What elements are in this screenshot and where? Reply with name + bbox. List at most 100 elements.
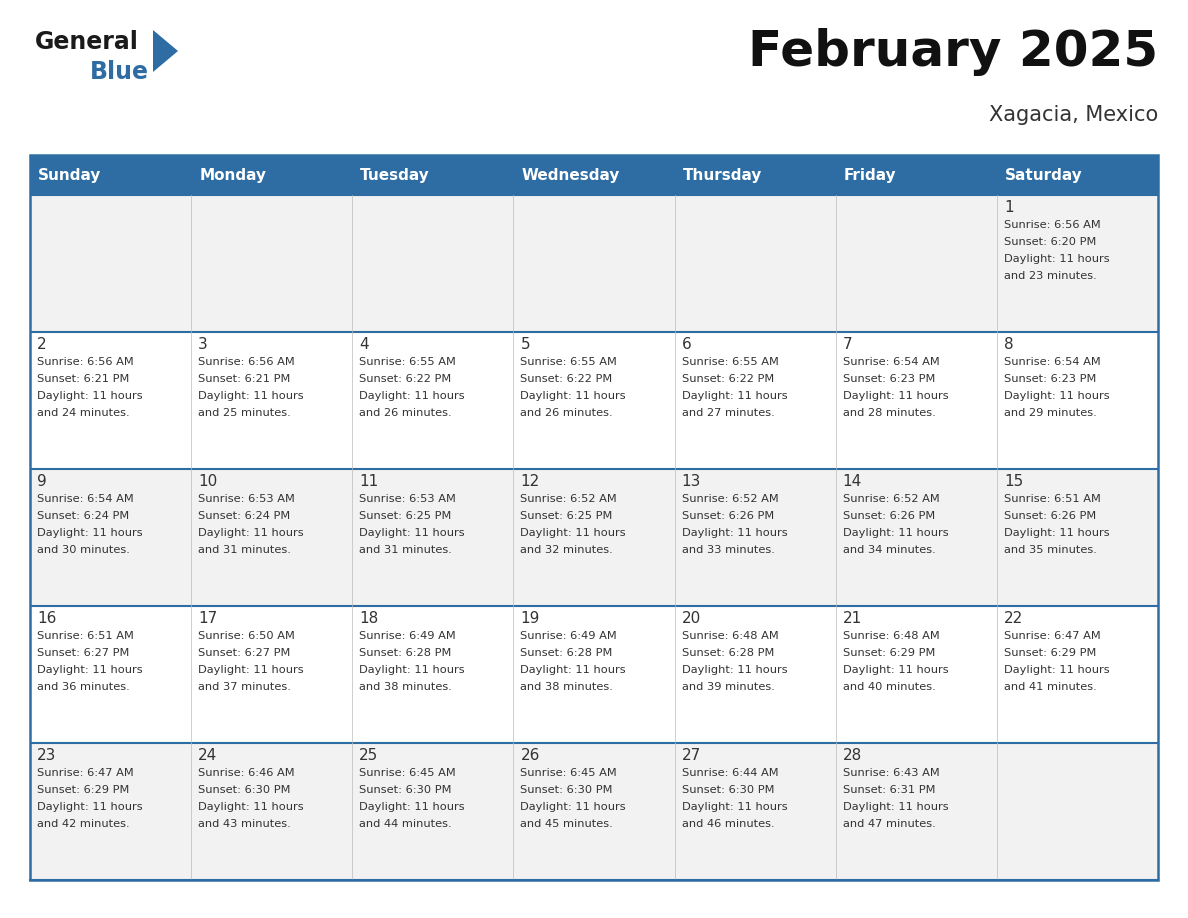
Polygon shape [153, 30, 178, 72]
Text: Sunrise: 6:55 AM: Sunrise: 6:55 AM [359, 357, 456, 367]
Text: Sunset: 6:25 PM: Sunset: 6:25 PM [359, 511, 451, 521]
Bar [30, 155, 1158, 880]
Text: Daylight: 11 hours: Daylight: 11 hours [37, 665, 143, 675]
Bar [30, 606, 1158, 743]
Bar [353, 155, 513, 195]
Text: 7: 7 [842, 337, 852, 352]
Text: Sunset: 6:23 PM: Sunset: 6:23 PM [1004, 374, 1097, 384]
Text: and 42 minutes.: and 42 minutes. [37, 819, 129, 829]
Bar [30, 469, 1158, 606]
Text: and 31 minutes.: and 31 minutes. [359, 545, 453, 555]
Text: Sunrise: 6:54 AM: Sunrise: 6:54 AM [1004, 357, 1100, 367]
Text: Sunset: 6:26 PM: Sunset: 6:26 PM [842, 511, 935, 521]
Text: 28: 28 [842, 748, 862, 763]
Text: 1: 1 [1004, 200, 1013, 215]
Text: and 30 minutes.: and 30 minutes. [37, 545, 129, 555]
Text: 17: 17 [198, 611, 217, 626]
Text: Daylight: 11 hours: Daylight: 11 hours [520, 528, 626, 538]
Bar [30, 155, 191, 195]
Bar [191, 155, 353, 195]
Text: Sunrise: 6:52 AM: Sunrise: 6:52 AM [520, 494, 618, 504]
Text: Daylight: 11 hours: Daylight: 11 hours [682, 528, 788, 538]
Text: Sunrise: 6:48 AM: Sunrise: 6:48 AM [842, 631, 940, 641]
Text: Sunrise: 6:43 AM: Sunrise: 6:43 AM [842, 768, 940, 778]
Text: Saturday: Saturday [1005, 167, 1082, 183]
Text: Sunset: 6:29 PM: Sunset: 6:29 PM [842, 648, 935, 658]
Text: Sunrise: 6:44 AM: Sunrise: 6:44 AM [682, 768, 778, 778]
Text: 21: 21 [842, 611, 862, 626]
Text: 6: 6 [682, 337, 691, 352]
Text: and 28 minutes.: and 28 minutes. [842, 408, 935, 418]
Text: Sunrise: 6:54 AM: Sunrise: 6:54 AM [842, 357, 940, 367]
Text: and 37 minutes.: and 37 minutes. [198, 682, 291, 692]
Text: Sunrise: 6:49 AM: Sunrise: 6:49 AM [520, 631, 618, 641]
Text: Daylight: 11 hours: Daylight: 11 hours [359, 528, 465, 538]
Text: Sunset: 6:23 PM: Sunset: 6:23 PM [842, 374, 935, 384]
Text: Sunset: 6:24 PM: Sunset: 6:24 PM [37, 511, 129, 521]
Text: General: General [34, 30, 139, 54]
Text: 12: 12 [520, 474, 539, 489]
Text: and 24 minutes.: and 24 minutes. [37, 408, 129, 418]
Text: Sunset: 6:22 PM: Sunset: 6:22 PM [520, 374, 613, 384]
Text: Sunrise: 6:55 AM: Sunrise: 6:55 AM [520, 357, 618, 367]
Text: Daylight: 11 hours: Daylight: 11 hours [682, 665, 788, 675]
Text: and 31 minutes.: and 31 minutes. [198, 545, 291, 555]
Text: 5: 5 [520, 337, 530, 352]
Text: Sunset: 6:29 PM: Sunset: 6:29 PM [1004, 648, 1097, 658]
Text: 10: 10 [198, 474, 217, 489]
Text: Sunset: 6:26 PM: Sunset: 6:26 PM [682, 511, 773, 521]
Text: and 33 minutes.: and 33 minutes. [682, 545, 775, 555]
Text: Sunrise: 6:48 AM: Sunrise: 6:48 AM [682, 631, 778, 641]
Text: Sunrise: 6:53 AM: Sunrise: 6:53 AM [198, 494, 295, 504]
Text: Sunrise: 6:55 AM: Sunrise: 6:55 AM [682, 357, 778, 367]
Text: Sunrise: 6:49 AM: Sunrise: 6:49 AM [359, 631, 456, 641]
Text: Daylight: 11 hours: Daylight: 11 hours [1004, 665, 1110, 675]
Text: Sunrise: 6:52 AM: Sunrise: 6:52 AM [682, 494, 778, 504]
Text: and 38 minutes.: and 38 minutes. [520, 682, 613, 692]
Text: and 34 minutes.: and 34 minutes. [842, 545, 935, 555]
Text: and 40 minutes.: and 40 minutes. [842, 682, 935, 692]
Bar [513, 155, 675, 195]
Text: Daylight: 11 hours: Daylight: 11 hours [842, 528, 948, 538]
Text: and 32 minutes.: and 32 minutes. [520, 545, 613, 555]
Text: Sunset: 6:28 PM: Sunset: 6:28 PM [520, 648, 613, 658]
Text: 13: 13 [682, 474, 701, 489]
Text: Sunset: 6:29 PM: Sunset: 6:29 PM [37, 785, 129, 795]
Text: Sunset: 6:21 PM: Sunset: 6:21 PM [198, 374, 291, 384]
Text: Sunrise: 6:52 AM: Sunrise: 6:52 AM [842, 494, 940, 504]
Text: 27: 27 [682, 748, 701, 763]
Text: and 39 minutes.: and 39 minutes. [682, 682, 775, 692]
Text: Sunset: 6:30 PM: Sunset: 6:30 PM [198, 785, 291, 795]
Text: and 27 minutes.: and 27 minutes. [682, 408, 775, 418]
Bar [30, 743, 1158, 880]
Text: and 43 minutes.: and 43 minutes. [198, 819, 291, 829]
Text: Daylight: 11 hours: Daylight: 11 hours [359, 802, 465, 812]
Text: Sunrise: 6:47 AM: Sunrise: 6:47 AM [37, 768, 134, 778]
Text: 20: 20 [682, 611, 701, 626]
Bar [675, 155, 835, 195]
Text: Thursday: Thursday [683, 167, 762, 183]
Text: 2: 2 [37, 337, 46, 352]
Bar [30, 195, 1158, 332]
Text: 3: 3 [198, 337, 208, 352]
Text: and 26 minutes.: and 26 minutes. [520, 408, 613, 418]
Text: Sunrise: 6:53 AM: Sunrise: 6:53 AM [359, 494, 456, 504]
Text: Wednesday: Wednesday [522, 167, 620, 183]
Text: Sunday: Sunday [38, 167, 101, 183]
Text: Daylight: 11 hours: Daylight: 11 hours [842, 802, 948, 812]
Bar [30, 332, 1158, 469]
Text: and 29 minutes.: and 29 minutes. [1004, 408, 1097, 418]
Text: and 46 minutes.: and 46 minutes. [682, 819, 775, 829]
Bar [835, 155, 997, 195]
Text: Sunset: 6:28 PM: Sunset: 6:28 PM [359, 648, 451, 658]
Text: Sunset: 6:25 PM: Sunset: 6:25 PM [520, 511, 613, 521]
Bar [997, 155, 1158, 195]
Text: Xagacia, Mexico: Xagacia, Mexico [988, 105, 1158, 125]
Text: Sunrise: 6:47 AM: Sunrise: 6:47 AM [1004, 631, 1100, 641]
Text: Sunrise: 6:45 AM: Sunrise: 6:45 AM [359, 768, 456, 778]
Text: Sunset: 6:27 PM: Sunset: 6:27 PM [198, 648, 291, 658]
Text: Sunrise: 6:56 AM: Sunrise: 6:56 AM [37, 357, 134, 367]
Text: Sunset: 6:30 PM: Sunset: 6:30 PM [520, 785, 613, 795]
Text: 23: 23 [37, 748, 56, 763]
Text: Sunrise: 6:51 AM: Sunrise: 6:51 AM [37, 631, 134, 641]
